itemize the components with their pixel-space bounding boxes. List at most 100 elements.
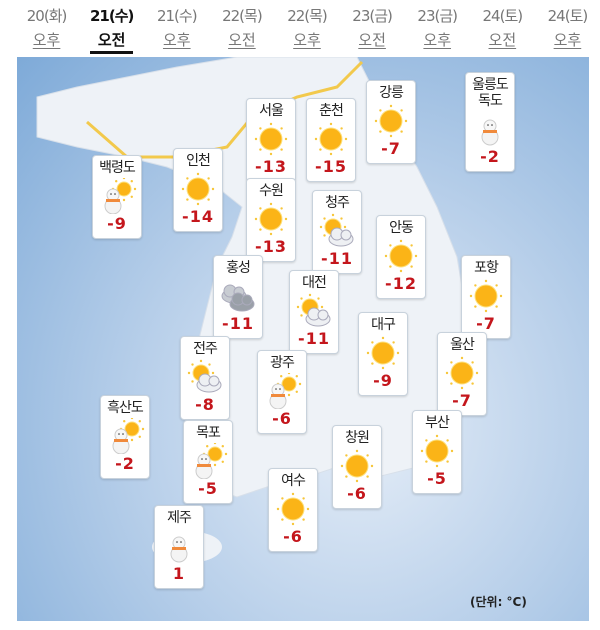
city-temperature: -14	[182, 207, 214, 226]
city-name: 춘천	[319, 103, 344, 119]
partly-cloudy-icon	[294, 293, 334, 329]
tab-23-am[interactable]: 23(금) 오전	[340, 4, 405, 56]
tab-period: 오후	[162, 31, 191, 49]
city-card[interactable]: 흑산도 -2	[100, 395, 150, 479]
city-name: 울산	[450, 337, 475, 353]
city-temperature: 1	[172, 564, 186, 583]
tab-date: 23(금)	[417, 7, 458, 25]
tab-date: 22(목)	[287, 7, 328, 25]
city-card[interactable]: 안동 -12	[376, 215, 426, 299]
city-card[interactable]: 창원 -6	[332, 425, 382, 509]
city-name: 여수	[281, 473, 306, 489]
city-name: 강릉	[379, 85, 404, 101]
tab-period: 오전	[89, 30, 134, 54]
tab-date: 24(토)	[547, 7, 589, 25]
partly-cloudy-icon	[317, 213, 357, 249]
city-card[interactable]: 전주 -8	[180, 336, 230, 420]
city-name: 수원	[259, 183, 284, 199]
sun-icon	[311, 121, 351, 157]
sun-icon	[251, 121, 291, 157]
city-temperature: -7	[452, 391, 472, 410]
sun-icon	[381, 238, 421, 274]
sun-icon	[442, 355, 482, 391]
city-card[interactable]: 인천 -14	[173, 148, 223, 232]
city-temperature: -2	[115, 454, 135, 473]
city-name: 부산	[425, 415, 450, 431]
city-temperature: -11	[298, 329, 330, 348]
sun-icon	[337, 448, 377, 484]
snow-sun-icon	[105, 416, 145, 455]
city-name: 청주	[325, 195, 350, 211]
tab-20-pm[interactable]: 20(화) 오후	[14, 4, 79, 56]
city-name: 대구	[371, 317, 396, 333]
tab-date: 21(수)	[89, 7, 134, 25]
sun-icon	[251, 201, 291, 237]
tab-23-pm[interactable]: 23(금) 오후	[405, 4, 470, 56]
city-card[interactable]: 대구 -9	[358, 312, 408, 396]
city-name: 목포	[196, 425, 221, 441]
city-temperature: -5	[427, 469, 447, 488]
city-card[interactable]: 춘천 -15	[306, 98, 356, 182]
snowman-icon	[159, 528, 199, 564]
snow-sun-icon	[188, 441, 228, 480]
city-card[interactable]: 울산 -7	[437, 332, 487, 416]
city-temperature: -6	[272, 409, 292, 428]
city-card[interactable]: 광주 -6	[257, 350, 307, 434]
city-card[interactable]: 울릉도 독도 -2	[465, 72, 515, 172]
city-card[interactable]: 포항 -7	[461, 255, 511, 339]
city-temperature: -11	[222, 314, 254, 333]
city-temperature: -6	[283, 527, 303, 546]
city-card[interactable]: 백령도 -9	[92, 155, 142, 239]
tab-date: 20(화)	[26, 7, 68, 25]
tab-24-pm[interactable]: 24(토) 오후	[535, 4, 600, 56]
sun-icon	[466, 278, 506, 314]
tab-22-pm[interactable]: 22(목) 오후	[274, 4, 339, 56]
sun-icon	[273, 491, 313, 527]
city-card[interactable]: 부산 -5	[412, 410, 462, 494]
city-name: 홍성	[226, 260, 251, 276]
city-card[interactable]: 목포 -5	[183, 420, 233, 504]
partly-cloudy-icon	[185, 359, 225, 395]
tab-period: 오전	[228, 31, 256, 49]
sun-icon	[417, 433, 457, 469]
tab-period: 오후	[423, 31, 452, 49]
city-name: 백령도	[99, 160, 136, 176]
city-name: 대전	[302, 275, 327, 291]
tab-22-am[interactable]: 22(목) 오전	[209, 4, 274, 56]
city-name: 안동	[389, 220, 414, 236]
city-temperature: -9	[373, 371, 393, 390]
city-temperature: -6	[347, 484, 367, 503]
city-card[interactable]: 제주 1	[154, 505, 204, 589]
city-card[interactable]: 홍성 -11	[213, 255, 263, 339]
city-card[interactable]: 서울 -13	[246, 98, 296, 182]
snowman-icon	[470, 111, 510, 147]
tab-21-pm[interactable]: 21(수) 오후	[144, 4, 209, 56]
city-temperature: -15	[315, 157, 347, 176]
tab-period: 오후	[293, 31, 321, 49]
city-temperature: -9	[107, 214, 127, 233]
sun-icon	[371, 103, 411, 139]
city-name: 제주	[167, 510, 192, 526]
sun-icon	[363, 335, 403, 371]
city-card[interactable]: 강릉 -7	[366, 80, 416, 164]
city-temperature: -12	[385, 274, 417, 293]
unit-label: (단위: °C)	[470, 595, 527, 609]
city-temperature: -8	[195, 395, 215, 414]
city-temperature: -7	[381, 139, 401, 158]
city-temperature: -7	[476, 314, 496, 333]
tab-24-am[interactable]: 24(토) 오전	[470, 4, 535, 56]
tab-period: 오후	[32, 31, 61, 49]
city-temperature: -13	[255, 157, 287, 176]
city-card[interactable]: 청주 -11	[312, 190, 362, 274]
city-name: 전주	[193, 341, 218, 357]
sun-icon	[178, 171, 218, 207]
city-card[interactable]: 수원 -13	[246, 178, 296, 262]
tab-date: 23(금)	[352, 7, 393, 25]
city-card[interactable]: 대전 -11	[289, 270, 339, 354]
city-card[interactable]: 여수 -6	[268, 468, 318, 552]
tab-date: 24(토)	[482, 7, 524, 25]
tab-21-am[interactable]: 21(수) 오전	[79, 4, 144, 56]
snow-sun-icon	[97, 176, 137, 215]
cloud-icon	[218, 278, 258, 314]
tab-date: 21(수)	[156, 7, 198, 25]
